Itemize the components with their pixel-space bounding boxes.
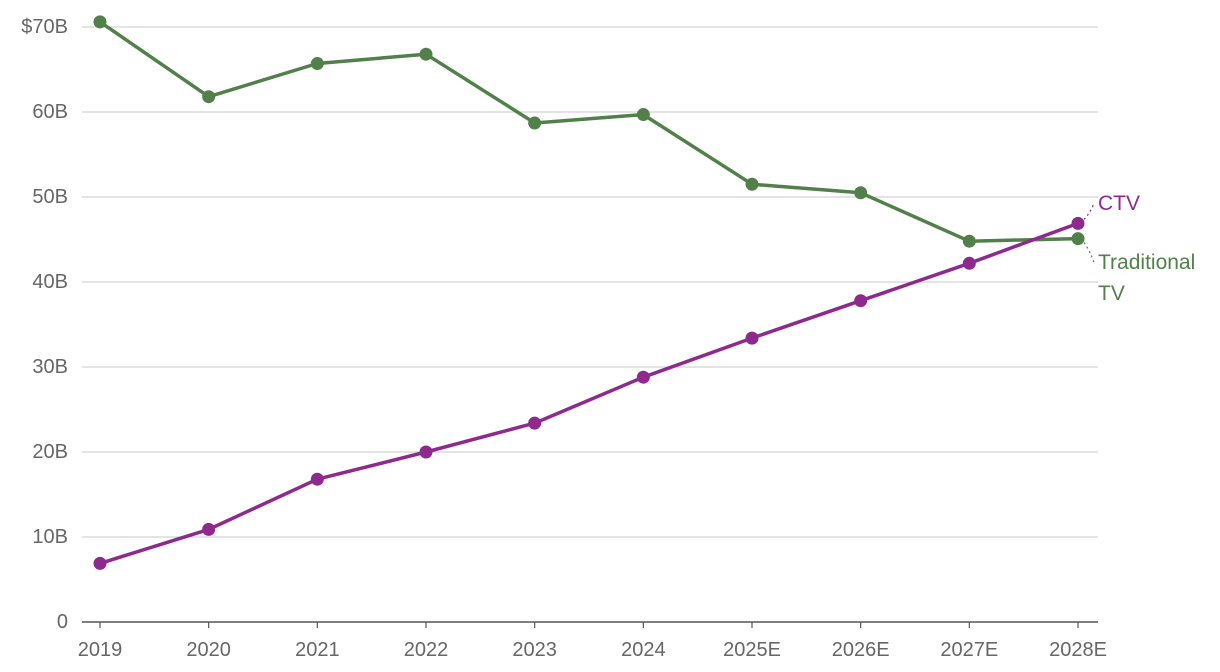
data-point-traditional-tv <box>419 47 433 61</box>
data-point-ctv <box>854 294 868 308</box>
series <box>93 15 1085 570</box>
data-point-ctv <box>528 416 542 430</box>
y-tick-label: 50B <box>32 186 68 208</box>
x-tick-label: 2023 <box>512 639 557 661</box>
data-point-traditional-tv <box>202 90 216 104</box>
data-point-traditional-tv <box>1071 232 1085 246</box>
data-point-ctv <box>1071 216 1085 230</box>
data-point-ctv <box>636 370 650 384</box>
series-line-traditional-tv <box>98 20 1080 243</box>
data-point-traditional-tv <box>854 186 868 200</box>
y-tick-label: 0 <box>57 611 68 633</box>
x-tick-label: 2026E <box>832 639 890 661</box>
y-tick-label: 30B <box>32 356 68 378</box>
data-point-ctv <box>93 556 107 570</box>
series-line-ctv <box>98 221 1080 566</box>
x-tick-label: 2021 <box>295 639 340 661</box>
y-tick-label: 20B <box>32 441 68 463</box>
y-tick-label: 40B <box>32 271 68 293</box>
x-tick-label: 2022 <box>404 639 449 661</box>
x-tick-label: 2020 <box>186 639 231 661</box>
x-tick-label: 2025E <box>723 639 781 661</box>
data-point-traditional-tv <box>636 108 650 122</box>
data-point-ctv <box>419 445 433 459</box>
x-tick-label: 2024 <box>621 639 666 661</box>
label-leader-traditional-tv <box>1083 242 1095 263</box>
y-axis-tick-labels: 0 10B 20B 30B 40B 50B 60B $70B <box>21 16 68 633</box>
series-label-ctv: CTV <box>1098 192 1140 215</box>
data-point-ctv <box>745 331 759 345</box>
label-leader-ctv <box>1083 203 1095 220</box>
grid-lines <box>82 26 1098 628</box>
data-point-traditional-tv <box>962 234 976 248</box>
data-point-ctv <box>202 522 216 536</box>
x-tick-label: 2019 <box>78 639 123 661</box>
series-traditional-tv <box>93 15 1085 248</box>
x-tick-label: 2027E <box>940 639 998 661</box>
series-label-traditional-tv: Traditional <box>1098 251 1195 274</box>
data-point-ctv <box>962 256 976 270</box>
series-label-traditional-tv: TV <box>1098 282 1125 305</box>
series-labels: Traditional TV CTV <box>1083 192 1195 305</box>
data-point-traditional-tv <box>310 57 324 71</box>
x-tick-label: 2028E <box>1049 639 1107 661</box>
y-tick-label: $70B <box>21 16 68 38</box>
data-point-traditional-tv <box>745 177 759 191</box>
data-point-ctv <box>310 472 324 486</box>
y-tick-label: 60B <box>32 101 68 123</box>
series-ctv <box>93 216 1085 570</box>
y-tick-label: 10B <box>32 526 68 548</box>
data-point-traditional-tv <box>528 116 542 130</box>
x-axis-tick-labels: 2019 2020 2021 2022 2023 2024 2025E 2026E 2027E 2… <box>78 639 1107 661</box>
data-point-traditional-tv <box>93 15 107 29</box>
